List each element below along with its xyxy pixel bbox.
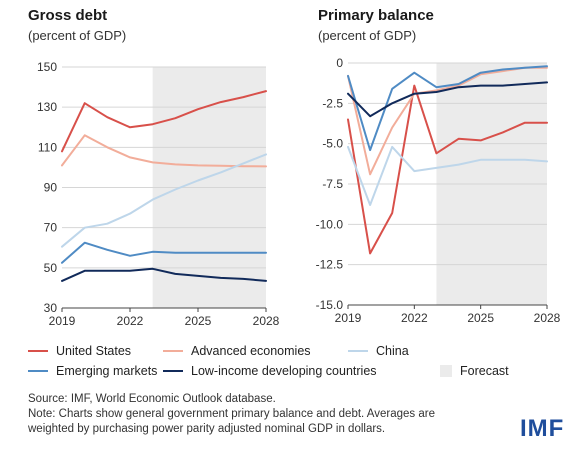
debt-y-tick-label: 130 xyxy=(37,100,57,114)
gross-debt-chart: 30 50 70 90 110 130 150 2019 2022 2025 2028 xyxy=(37,60,280,328)
debt-y-tick-label: 30 xyxy=(44,301,58,315)
debt-x-tick-label: 2025 xyxy=(185,314,212,328)
legend-item-united-states: United States xyxy=(28,344,131,358)
legend-swatch-china xyxy=(348,350,368,352)
legend-label-ae: Advanced economies xyxy=(191,344,311,358)
balance-y-tick-label: -15.0 xyxy=(316,298,344,312)
debt-y-tick-label: 110 xyxy=(38,140,57,154)
legend-label-em: Emerging markets xyxy=(56,364,158,378)
source-line: Source: IMF, World Economic Outlook data… xyxy=(28,393,276,405)
debt-chart-subtitle: (percent of GDP) xyxy=(28,28,127,43)
legend-item-china: China xyxy=(348,344,409,358)
legend-item-emerging-markets: Emerging markets xyxy=(28,364,157,378)
balance-x-tick-label: 2022 xyxy=(401,311,428,325)
balance-y-tick-label: -5.0 xyxy=(322,137,343,151)
balance-series-united-states xyxy=(347,84,548,255)
debt-series-emerging-markets xyxy=(61,241,267,264)
legend-swatch-lidc xyxy=(163,370,183,372)
balance-chart-title: Primary balance xyxy=(318,7,434,24)
debt-series-advanced-economies xyxy=(61,134,267,168)
balance-y-tick-label: -12.5 xyxy=(316,258,344,272)
legend-swatch-us xyxy=(28,350,48,352)
balance-series-china xyxy=(347,145,548,206)
balance-y-tick-label: -7.5 xyxy=(322,177,343,191)
note-line-2: weighted by purchasing power parity adju… xyxy=(28,423,386,435)
debt-series-united-states xyxy=(61,90,267,153)
balance-series-low-income-developing-countries xyxy=(347,81,548,118)
legend-swatch-em xyxy=(28,370,48,372)
debt-y-tick-label: 90 xyxy=(44,181,58,195)
balance-x-tick-label: 2025 xyxy=(467,311,494,325)
debt-x-tick-label: 2022 xyxy=(117,314,144,328)
balance-y-tick-label: -10.0 xyxy=(316,217,344,231)
note-line-1: Note: Charts show general government pri… xyxy=(28,408,435,420)
legend-swatch-forecast xyxy=(440,365,452,377)
balance-x-tick-label: 2019 xyxy=(335,311,362,325)
balance-series-emerging-markets xyxy=(347,65,548,152)
legend-item-lidc: Low-income developing countries xyxy=(163,364,377,378)
balance-y-tick-label: 0 xyxy=(336,56,343,70)
balance-x-tick-label: 2028 xyxy=(534,311,561,325)
legend-item-advanced-economies: Advanced economies xyxy=(163,344,311,358)
debt-chart-title: Gross debt xyxy=(28,7,108,24)
debt-y-tick-label: 150 xyxy=(37,60,57,74)
legend-swatch-ae xyxy=(163,350,183,352)
charts-canvas: 30 50 70 90 110 130 150 2019 2022 2025 2028 0 -2.5 -… xyxy=(37,56,561,328)
balance-y-tick-label: -2.5 xyxy=(322,96,343,110)
debt-series-china xyxy=(61,153,267,248)
debt-series-low-income-developing-countries xyxy=(61,267,267,282)
legend-label-forecast: Forecast xyxy=(460,364,509,378)
debt-y-tick-label: 70 xyxy=(44,221,58,235)
source-note: Source: IMF, World Economic Outlook data… xyxy=(28,392,498,437)
balance-chart-subtitle: (percent of GDP) xyxy=(318,28,417,43)
legend-label-us: United States xyxy=(56,344,132,358)
legend-label-lidc: Low-income developing countries xyxy=(191,364,377,378)
legend-item-forecast: Forecast xyxy=(440,364,509,378)
imf-logo: IMF xyxy=(520,415,565,442)
legend-label-china: China xyxy=(376,344,409,358)
debt-x-tick-label: 2019 xyxy=(49,314,76,328)
debt-x-tick-label: 2028 xyxy=(253,314,280,328)
debt-y-tick-label: 50 xyxy=(44,261,58,275)
